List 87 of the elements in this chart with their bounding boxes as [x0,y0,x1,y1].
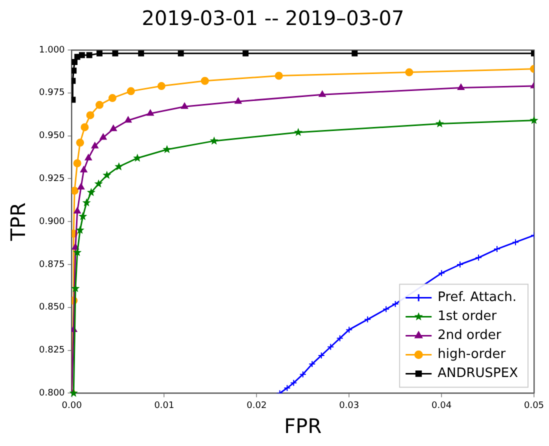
legend-label: 2nd order [438,328,502,344]
point [74,207,81,214]
point [435,119,444,128]
point [72,186,79,195]
point [475,254,482,262]
point [114,162,124,170]
point [382,306,390,313]
point [86,111,94,120]
point [346,326,353,334]
point [94,179,103,188]
x-tick-label: 0.01 [154,400,174,411]
point [234,97,242,104]
x-tick-label: 0.02 [246,400,267,411]
legend-label: Pref. Attach. [438,290,517,306]
point [138,50,144,56]
point [318,90,326,97]
y-tick-label: 1.000 [39,45,66,56]
x-tick-label: 0.03 [339,400,360,411]
y-tick-label: 0.975 [39,88,65,98]
point [72,68,77,74]
point [181,102,188,109]
point [73,248,82,256]
chart-title: 2019-03-01 -- 2019–03-07 [142,6,404,30]
point [91,142,98,148]
point [274,72,283,80]
x-tick-label: 0.05 [524,400,544,411]
point [405,68,414,76]
point [76,138,84,147]
point [294,128,303,136]
x-tick-label: 0.00 [62,400,82,411]
y-tick-label: 0.925 [39,174,65,184]
point [438,270,446,277]
point [162,145,172,154]
point [78,52,85,58]
point [96,100,104,109]
point [126,87,135,96]
y-tick-label: 0.950 [39,131,66,142]
point [290,379,298,386]
point [327,343,334,350]
point [352,50,358,56]
point [157,82,166,90]
point [72,59,78,65]
point [112,50,118,56]
point [242,50,249,56]
y-tick-label: 0.800 [39,388,66,399]
point [494,246,501,253]
legend-label: ANDRUSPEX [438,366,518,382]
point [146,109,154,116]
point [96,50,102,56]
point [86,52,92,58]
point [84,154,92,160]
point [318,352,325,359]
point [124,116,132,123]
y-tick-label: 0.825 [39,346,65,356]
point [108,94,116,102]
point [200,76,209,85]
point [110,124,117,132]
point [76,226,84,234]
point [512,238,520,246]
legend-label: high-order [438,347,506,362]
x-axis-title: FPR [284,414,322,438]
point [284,384,291,392]
legend-label: 1st order [438,309,498,324]
point [73,159,82,168]
point [77,183,85,190]
point [299,370,306,378]
point [210,136,218,145]
y-tick-label: 0.850 [39,302,66,313]
point [530,116,538,124]
point [456,261,464,268]
point [178,50,184,56]
point [102,170,112,179]
point [364,316,372,323]
x-tick-label: 0.04 [432,400,452,411]
point [78,212,88,220]
point [100,134,107,140]
point [308,360,316,368]
point [392,300,399,308]
y-tick-label: 0.875 [39,260,65,270]
y-axis-title: TPR [6,202,30,242]
point [82,198,91,206]
y-tick-label: 0.900 [39,216,66,227]
point [86,188,96,196]
point [336,334,344,342]
point [457,84,464,90]
point [80,123,89,132]
point [80,166,88,172]
